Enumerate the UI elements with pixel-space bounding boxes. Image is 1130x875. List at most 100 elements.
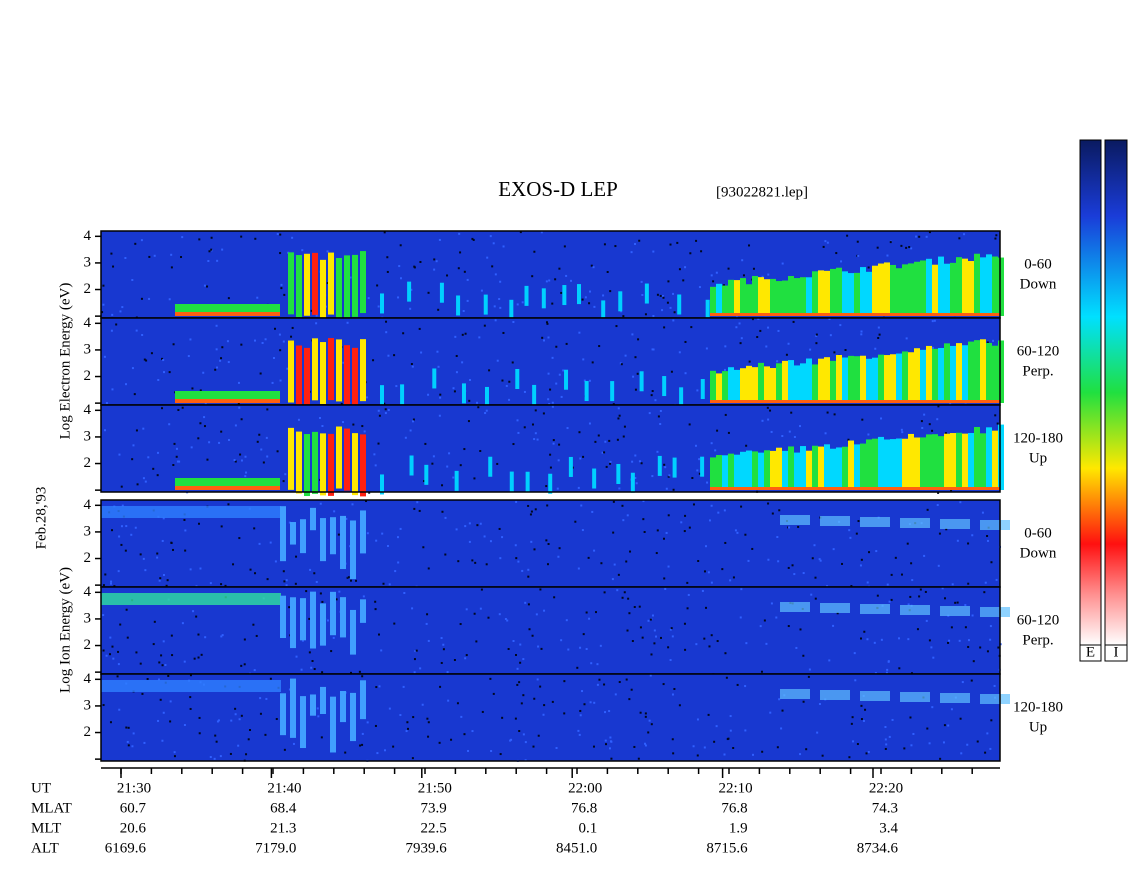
- speckle: [537, 734, 540, 737]
- speckle: [217, 719, 220, 722]
- speckle: [134, 526, 137, 529]
- speckle: [551, 700, 554, 703]
- y-tick-label: 3: [84, 428, 92, 444]
- speckle: [604, 711, 607, 714]
- feature: [577, 284, 582, 305]
- speckle: [618, 487, 621, 490]
- speckle: [238, 537, 241, 540]
- speckle: [210, 248, 213, 251]
- speckle: [967, 542, 970, 545]
- speckle: [264, 338, 267, 341]
- speckle: [501, 536, 504, 539]
- feature: [320, 603, 326, 646]
- speckle: [427, 393, 430, 396]
- speckle: [592, 745, 595, 748]
- feature: [780, 602, 810, 612]
- speckle: [577, 729, 580, 732]
- speckle: [688, 526, 691, 529]
- speckle: [659, 294, 662, 297]
- speckle: [653, 629, 656, 632]
- speckle: [512, 320, 515, 323]
- speckle: [582, 633, 585, 636]
- speckle: [995, 234, 998, 237]
- speckle: [118, 708, 121, 711]
- speckle: [499, 306, 502, 309]
- speckle: [727, 737, 730, 740]
- ephemeris-value: 60.7: [120, 800, 147, 816]
- speckle: [678, 268, 681, 271]
- speckle: [132, 732, 135, 735]
- speckle: [483, 324, 486, 327]
- speckle: [684, 266, 687, 269]
- speckle: [744, 729, 747, 732]
- feature: [710, 487, 1000, 490]
- feature: [764, 450, 770, 490]
- speckle: [501, 379, 504, 382]
- feature: [710, 313, 1000, 316]
- speckle: [579, 457, 582, 460]
- speckle: [157, 719, 160, 722]
- speckle: [795, 646, 798, 649]
- speckle: [292, 742, 295, 745]
- speckle: [655, 552, 658, 555]
- speckle: [117, 663, 120, 666]
- speckle: [468, 540, 471, 543]
- speckle: [979, 646, 982, 649]
- speckle: [384, 412, 387, 415]
- feature: [300, 696, 306, 749]
- speckle: [501, 716, 504, 719]
- feature: [956, 343, 962, 403]
- feature: [782, 280, 788, 316]
- speckle: [534, 432, 537, 435]
- speckle: [283, 748, 286, 751]
- speckle: [388, 707, 391, 710]
- speckle: [644, 715, 647, 718]
- speckle: [551, 401, 554, 404]
- speckle: [628, 698, 631, 701]
- speckle: [438, 741, 441, 744]
- speckle: [609, 462, 612, 465]
- feature: [710, 457, 716, 490]
- speckle: [724, 541, 727, 544]
- ephemeris-value: 74.3: [872, 800, 898, 816]
- speckle: [560, 291, 563, 294]
- speckle: [531, 423, 534, 426]
- speckle: [427, 721, 430, 724]
- speckle: [295, 655, 298, 658]
- speckle: [609, 290, 612, 293]
- speckle: [340, 402, 343, 405]
- feature: [312, 431, 318, 494]
- speckle: [615, 325, 618, 328]
- speckle: [596, 663, 599, 666]
- speckle: [765, 642, 768, 645]
- speckle: [547, 543, 550, 546]
- speckle: [361, 732, 364, 735]
- y-tick-label: 4: [84, 315, 92, 331]
- speckle: [663, 326, 666, 329]
- speckle: [778, 509, 781, 512]
- speckle: [409, 429, 412, 432]
- speckle: [427, 291, 430, 294]
- speckle: [199, 389, 202, 392]
- speckle: [171, 654, 174, 657]
- feature: [764, 366, 770, 403]
- speckle: [583, 379, 586, 382]
- speckle: [594, 611, 597, 614]
- speckle: [925, 235, 928, 238]
- speckle: [412, 716, 415, 719]
- speckle: [153, 620, 156, 623]
- speckle: [494, 319, 497, 322]
- speckle: [966, 743, 969, 746]
- speckle: [444, 553, 447, 556]
- feature: [860, 443, 866, 490]
- colorbar-e: [1079, 139, 1102, 646]
- speckle: [282, 570, 285, 573]
- speckle: [416, 501, 419, 504]
- speckle: [670, 627, 673, 630]
- speckle: [310, 666, 313, 669]
- speckle: [425, 622, 428, 625]
- feature: [312, 252, 318, 315]
- feature: [300, 519, 306, 554]
- speckle: [330, 650, 333, 653]
- speckle: [885, 743, 888, 746]
